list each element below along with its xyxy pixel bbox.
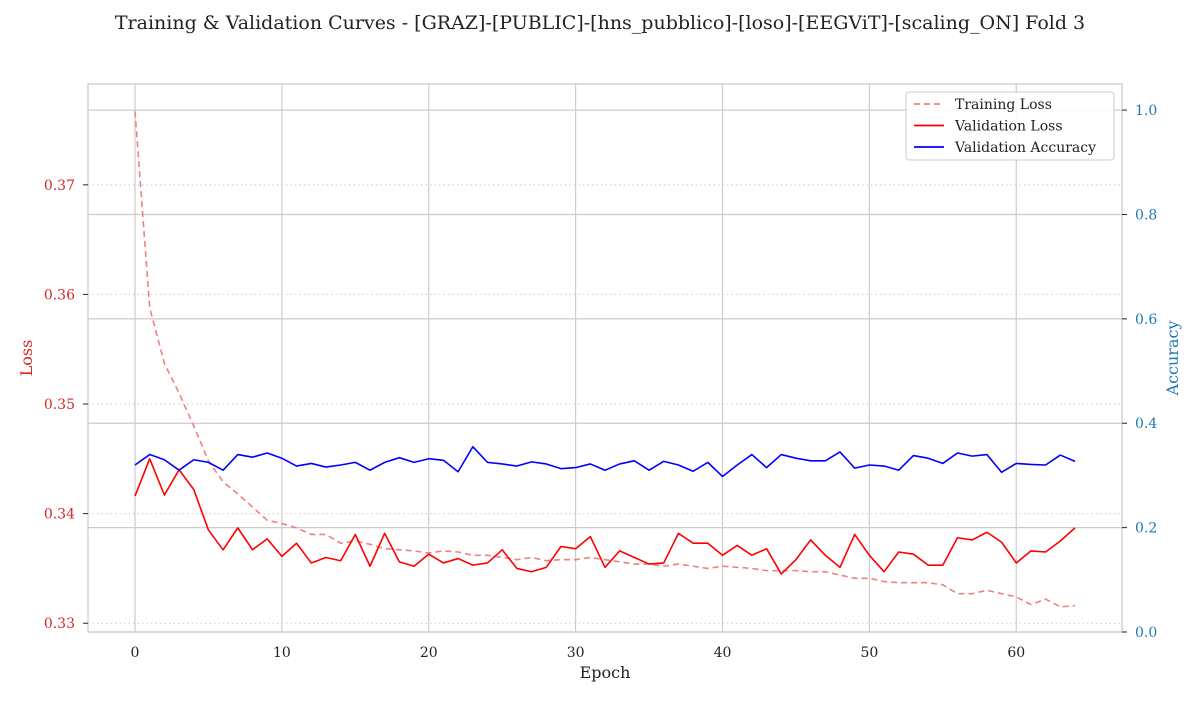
left-axis-tick-label: 0.37: [44, 178, 75, 194]
right-axis-tick-label: 0.6: [1135, 312, 1157, 328]
left-axis-tick-label: 0.35: [44, 397, 75, 413]
x-tick-label: 40: [714, 645, 732, 661]
x-tick-label: 30: [567, 645, 585, 661]
right-axis-label: Accuracy: [1163, 321, 1182, 397]
right-axis-tick-label: 0.8: [1135, 207, 1157, 223]
x-tick-label: 50: [860, 645, 878, 661]
left-axis-label: Loss: [17, 340, 36, 377]
right-axis-tick-label: 0.2: [1135, 521, 1157, 537]
x-tick-label: 60: [1007, 645, 1025, 661]
plot-frame: [87, 83, 1123, 633]
x-tick-label: 20: [420, 645, 438, 661]
left-axis-tick-label: 0.34: [44, 507, 75, 523]
legend-label-training-loss: Training Loss: [955, 97, 1052, 113]
left-axis-tick-label: 0.36: [44, 287, 75, 303]
right-axis-tick-label: 1.0: [1135, 103, 1157, 119]
series: [134, 111, 1076, 608]
left-axis-ticks: 0.33 0.34 0.35 0.36 0.37: [44, 178, 88, 632]
legend-box: [905, 91, 1115, 161]
validation-accuracy-line: [134, 445, 1076, 478]
validation-loss-line: [134, 458, 1076, 575]
x-tick-label: 0: [131, 645, 140, 661]
training-loss-line: [134, 111, 1076, 608]
chart-title: Training & Validation Curves - [GRAZ]-[P…: [115, 12, 1085, 34]
legend-label-validation-loss: Validation Loss: [954, 119, 1063, 135]
right-axis-tick-label: 0.0: [1135, 625, 1157, 641]
left-axis-tick-label: 0.33: [44, 616, 75, 632]
x-axis-label: Epoch: [580, 663, 631, 682]
legend: Training Loss Validation Loss Validation A…: [905, 91, 1115, 161]
right-axis-ticks: 0.0 0.2 0.4 0.6 0.8 1.0: [1122, 103, 1157, 641]
x-axis-ticks: 0 10 20 30 40 50 60: [131, 645, 1026, 661]
legend-label-validation-accuracy: Validation Accuracy: [954, 140, 1096, 156]
x-tick-label: 10: [273, 645, 291, 661]
right-axis-tick-label: 0.4: [1135, 416, 1157, 432]
